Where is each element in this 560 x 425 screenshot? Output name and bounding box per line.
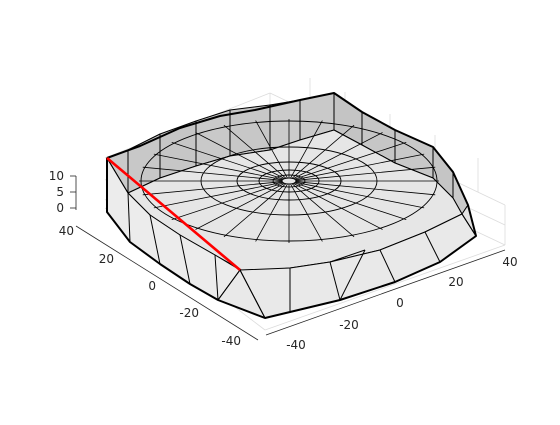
floor-spoke bbox=[294, 182, 407, 221]
floor-spoke bbox=[255, 183, 288, 242]
floor-spoke bbox=[195, 182, 285, 230]
floor-spoke bbox=[291, 124, 355, 179]
x-tick-label: -20 bbox=[339, 318, 359, 332]
axis-lines bbox=[75, 176, 506, 341]
y-tick-label: 40 bbox=[59, 224, 74, 238]
far-wall bbox=[106, 92, 469, 215]
floor-spoke bbox=[290, 120, 323, 179]
z-axis: 10 5 0 bbox=[49, 169, 76, 215]
floor-spoke bbox=[153, 181, 283, 209]
x-axis: -40 -20 0 20 40 bbox=[286, 255, 517, 352]
y-tick-label: 20 bbox=[99, 252, 114, 266]
x-tick-label: 40 bbox=[502, 255, 517, 269]
highlighted-edge bbox=[106, 157, 241, 271]
floor-spokes bbox=[139, 119, 439, 243]
y-tick-label: -40 bbox=[221, 334, 241, 348]
x-tick-label: -40 bbox=[286, 338, 306, 352]
z-tick-label: 5 bbox=[56, 185, 64, 199]
floor-spoke bbox=[142, 166, 283, 181]
z-tick-label: 0 bbox=[56, 201, 64, 215]
floor-spoke bbox=[142, 181, 283, 196]
floor-spoke bbox=[295, 181, 436, 196]
y-tick-label: 0 bbox=[148, 279, 156, 293]
y-tick-label: -20 bbox=[179, 306, 199, 320]
floor-spoke bbox=[290, 183, 323, 242]
floor-spoke bbox=[223, 183, 287, 238]
floor-spoke bbox=[171, 141, 284, 180]
rim-edge bbox=[106, 92, 477, 319]
floor-spoke bbox=[255, 120, 288, 179]
floor-spoke bbox=[223, 124, 287, 179]
floor-spoke bbox=[171, 182, 284, 221]
x-tick-label: 20 bbox=[448, 275, 463, 289]
floor-spoke bbox=[295, 166, 436, 181]
x-tick-label: 0 bbox=[396, 296, 404, 310]
floor-spoke bbox=[195, 132, 285, 180]
floor-spoke bbox=[293, 182, 383, 230]
y-axis: 40 20 0 -20 -40 bbox=[59, 224, 241, 348]
z-tick-label: 10 bbox=[49, 169, 64, 183]
floor-spoke bbox=[295, 181, 425, 209]
wall-panels bbox=[106, 157, 477, 319]
floor-spoke bbox=[294, 141, 407, 180]
floor-spoke bbox=[153, 153, 283, 181]
floor-spoke bbox=[295, 153, 425, 181]
floor-spoke bbox=[293, 132, 383, 180]
floor-spoke bbox=[291, 183, 355, 238]
